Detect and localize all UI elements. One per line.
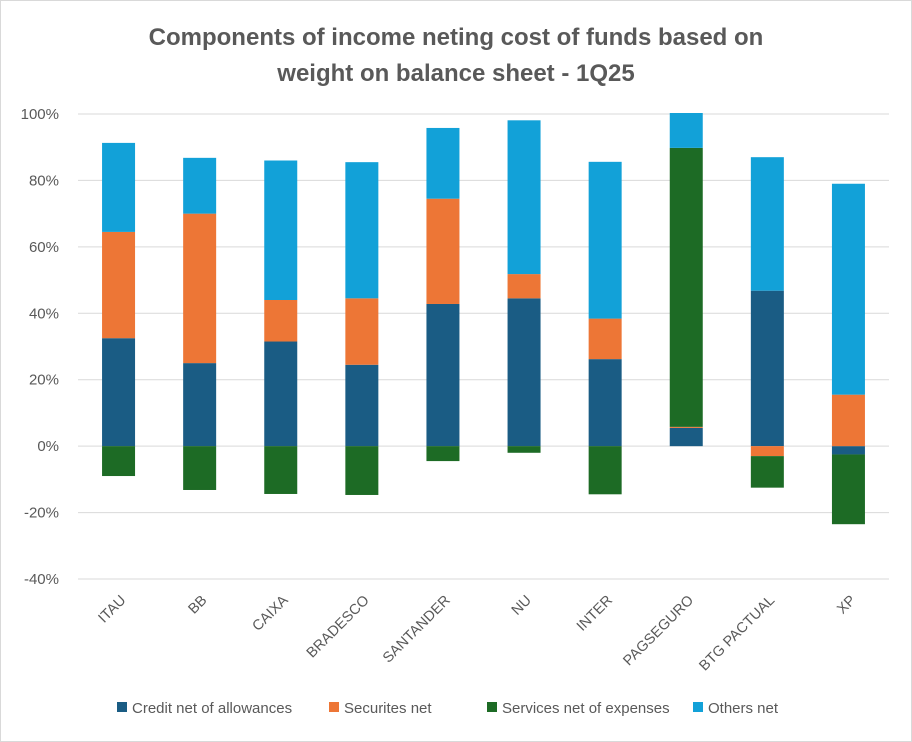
x-category-label: NU	[509, 593, 535, 619]
bar-segment	[750, 456, 784, 488]
bar-segment	[345, 162, 379, 299]
x-category-label: BB	[185, 593, 210, 618]
y-tick-label: 40%	[29, 305, 59, 322]
legend-swatch	[329, 702, 339, 712]
y-axis-tick-labels: -40% -20% 0% 20% 40% 60% 80% 100%	[21, 106, 59, 588]
bar-segment	[750, 157, 784, 291]
bar-segment	[183, 446, 217, 490]
legend-label: Credit net of allowances	[132, 700, 292, 717]
legend-label: Securites net	[344, 700, 432, 717]
bar-segment	[507, 446, 541, 453]
x-category-label: SANTANDER	[380, 593, 454, 667]
bar-segment	[426, 446, 460, 462]
bar-segment	[831, 183, 865, 395]
y-tick-label: 60%	[29, 239, 59, 256]
bar-segment	[588, 446, 622, 495]
bar-segment	[183, 157, 217, 214]
bar-segment	[588, 161, 622, 319]
x-category-label: ITAU	[95, 593, 129, 627]
bar-segment	[831, 454, 865, 525]
legend-label: Services net of expenses	[502, 700, 670, 717]
y-tick-label: 0%	[37, 438, 59, 455]
legend-swatch	[693, 702, 703, 712]
bar-segment	[750, 446, 784, 457]
x-category-label: BTG PACTUAL	[696, 593, 778, 675]
chart-title-line-2: weight on balance sheet - 1Q25	[276, 60, 634, 87]
y-tick-label: 20%	[29, 372, 59, 389]
x-category-label: INTER	[574, 593, 616, 635]
bars	[102, 113, 865, 525]
x-category-label: XP	[834, 593, 859, 618]
bar-segment	[264, 300, 298, 342]
legend-label: Others net	[708, 700, 779, 717]
bar-segment	[588, 359, 622, 447]
bar-segment	[264, 160, 298, 300]
bar-segment	[183, 213, 217, 364]
bar-segment	[102, 446, 136, 477]
bar-segment	[264, 446, 298, 494]
legend-swatch	[117, 702, 127, 712]
x-category-label: CAIXA	[249, 592, 291, 634]
bar-segment	[669, 426, 703, 428]
bar-segment	[345, 364, 379, 447]
chart-title-line-1: Components of income neting cost of fund…	[149, 24, 764, 51]
legend-swatch	[487, 702, 497, 712]
bar-segment	[264, 341, 298, 447]
y-tick-label: 100%	[21, 106, 59, 123]
y-tick-label: -40%	[24, 571, 59, 588]
bar-segment	[669, 427, 703, 447]
x-category-label: BRADESCO	[304, 593, 373, 662]
bar-segment	[507, 298, 541, 447]
x-category-label: PAGSEGURO	[620, 593, 697, 670]
y-tick-label: -20%	[24, 505, 59, 522]
x-axis-category-labels: ITAU BB CAIXA BRADESCO SANTANDER NU INTER PAGSE…	[95, 592, 859, 674]
bar-segment	[588, 318, 622, 360]
bar-segment	[669, 113, 703, 148]
bar-segment	[426, 303, 460, 447]
bar-segment	[750, 290, 784, 447]
bar-segment	[102, 142, 136, 232]
bar-segment	[831, 394, 865, 447]
bar-segment	[102, 338, 136, 447]
bar-segment	[669, 147, 703, 427]
bar-segment	[507, 274, 541, 299]
y-tick-label: 80%	[29, 172, 59, 189]
bar-segment	[345, 298, 379, 365]
bar-segment	[831, 446, 865, 455]
bar-segment	[183, 363, 217, 447]
bar-segment	[345, 446, 379, 495]
bar-segment	[507, 120, 541, 275]
bar-segment	[426, 127, 460, 199]
bar-segment	[102, 231, 136, 339]
bar-segment	[426, 198, 460, 304]
legend: Credit net of allowances Securites net Ser…	[117, 700, 779, 717]
